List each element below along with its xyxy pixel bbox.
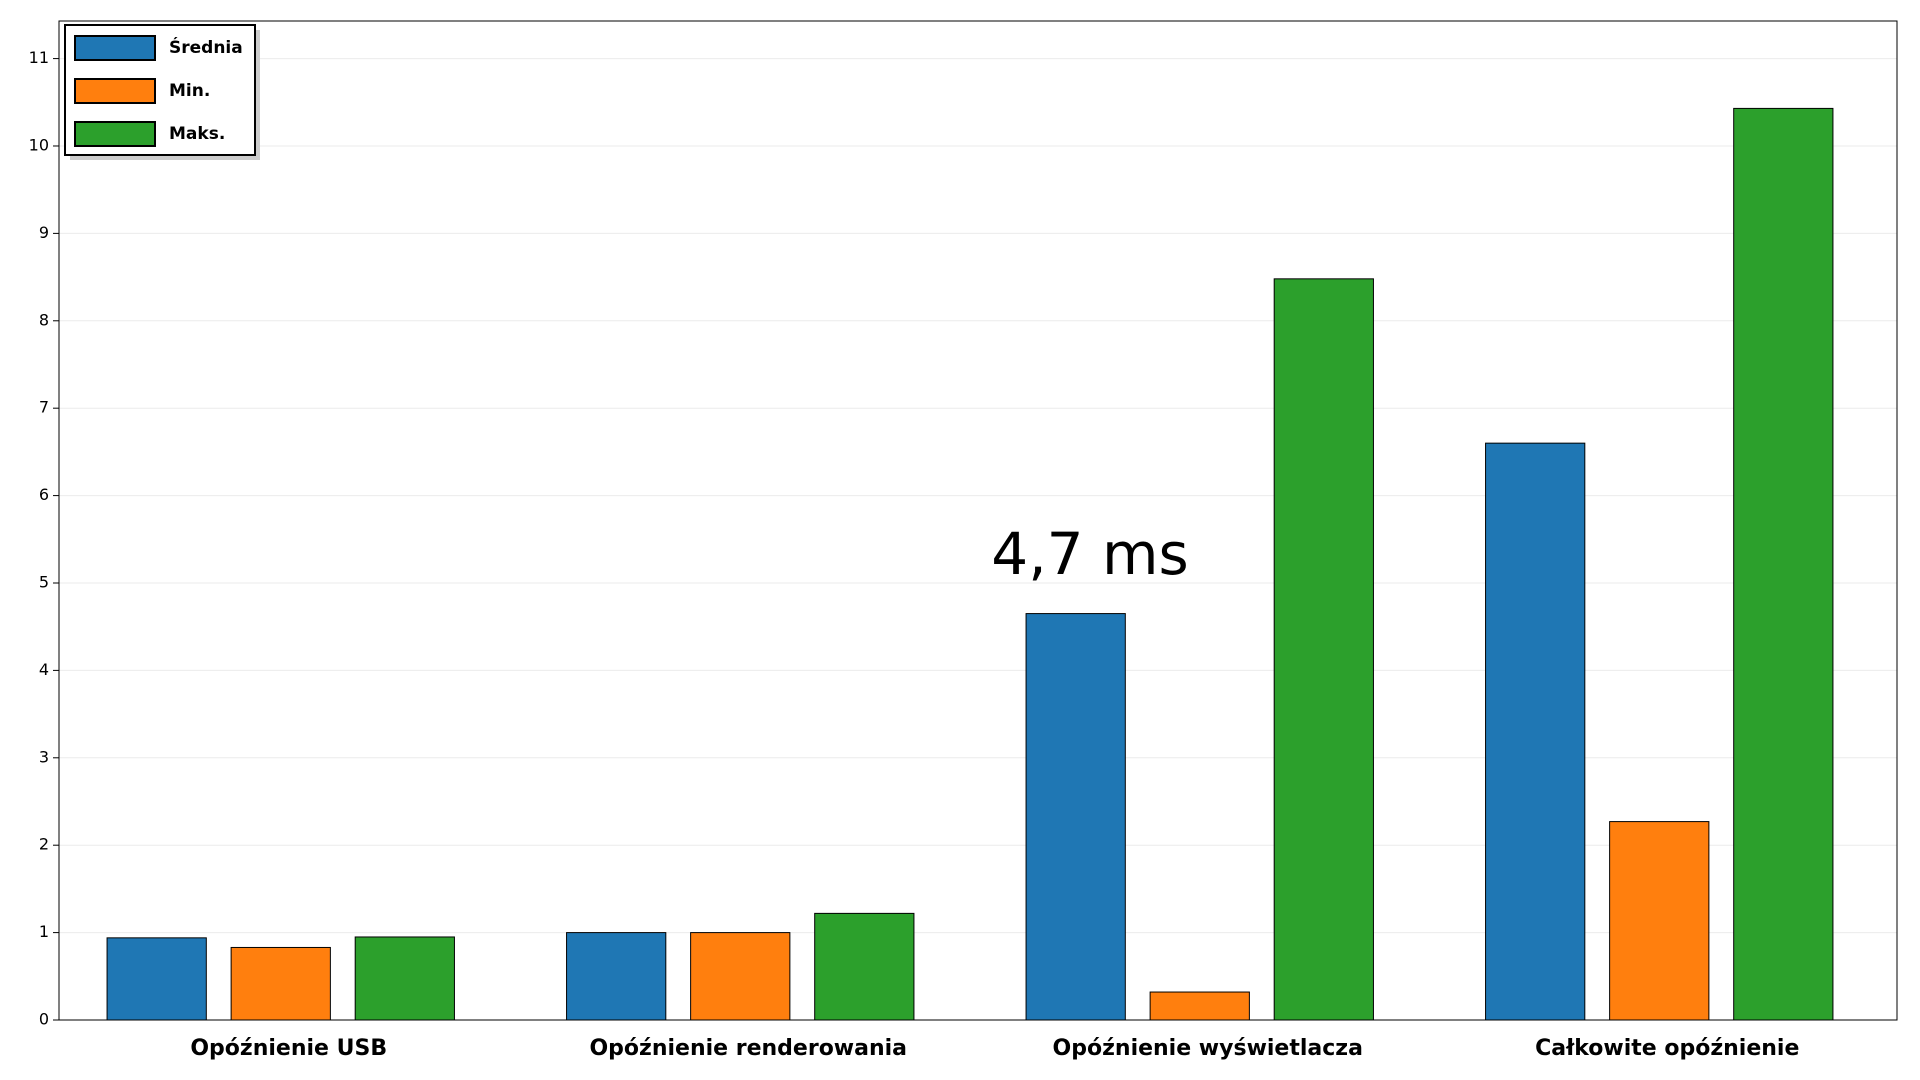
bar	[1733, 107, 1834, 1021]
x-tick-label: Opóźnienie USB	[190, 1036, 387, 1061]
y-tick-label: 3	[39, 747, 49, 766]
x-tick-label: Opóźnienie renderowania	[589, 1036, 907, 1061]
plot-frame	[58, 20, 1898, 1021]
y-tick-label: 0	[39, 1010, 49, 1029]
bar	[1273, 278, 1374, 1021]
y-tick-label: 10	[29, 135, 49, 154]
bar	[1609, 821, 1710, 1021]
annotation: 4,7 ms	[991, 520, 1188, 588]
legend-label: Średnia	[169, 36, 243, 58]
legend-swatch	[74, 35, 156, 61]
legend-label: Min.	[169, 81, 210, 101]
y-tick-label: 8	[39, 310, 49, 329]
legend-label: Maks.	[169, 124, 225, 144]
x-tick-label: Całkowite opóźnienie	[1535, 1036, 1799, 1061]
x-tick-label: Opóźnienie wyświetlacza	[1053, 1036, 1363, 1061]
y-tick-label: 2	[39, 835, 49, 854]
y-tick-label: 1	[39, 922, 49, 941]
y-tick-label: 4	[39, 660, 49, 679]
bar	[566, 932, 667, 1021]
bar	[106, 937, 207, 1021]
bar	[1485, 442, 1586, 1021]
legend-swatch	[74, 78, 156, 104]
bar	[354, 936, 455, 1021]
y-tick-label: 6	[39, 485, 49, 504]
bar	[690, 932, 791, 1021]
y-tick-label: 5	[39, 572, 49, 591]
y-tick-label: 7	[39, 398, 49, 417]
y-tick-label: 11	[29, 48, 49, 67]
bar	[1025, 613, 1126, 1021]
bar	[230, 946, 331, 1021]
bar	[814, 912, 915, 1021]
legend-swatch	[74, 121, 156, 147]
y-tick-label: 9	[39, 223, 49, 242]
bar	[1149, 991, 1250, 1021]
